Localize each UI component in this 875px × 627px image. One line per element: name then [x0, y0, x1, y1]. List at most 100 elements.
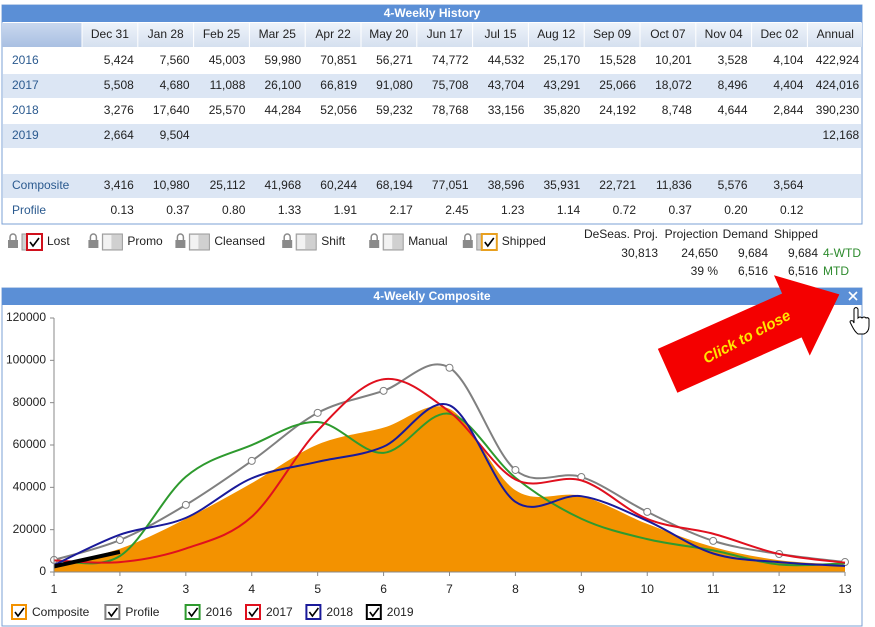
toggle-knob: [384, 235, 393, 249]
summary-cell: 24,650: [681, 246, 718, 260]
history-table: Dec 31 Jan 28 Feb 25 Mar 25 Apr 22 May 20 Jun …: [3, 23, 861, 217]
cell: 41,968: [264, 178, 301, 192]
marker: [709, 536, 718, 545]
x-tick-label: 2: [117, 582, 124, 596]
cell: 59,980: [264, 53, 301, 67]
lock-icon: [369, 240, 380, 248]
legend-box: [305, 604, 322, 620]
x-tick-label: 1: [51, 582, 58, 596]
legend-item[interactable]: Composite: [11, 604, 90, 620]
lock-shackle: [464, 233, 472, 240]
toggle-label: Shift: [321, 234, 346, 248]
lock-icon: [88, 240, 99, 248]
line: [53, 377, 846, 564]
column-header: Feb 25: [203, 27, 241, 41]
close-button[interactable]: [848, 291, 858, 301]
cell: 17,640: [153, 103, 190, 117]
legend-box: [184, 604, 201, 620]
cell: 77,051: [432, 178, 469, 192]
column-header: Dec 02: [760, 27, 798, 41]
toggle-knob: [297, 235, 306, 249]
legend-label: 2019: [387, 605, 414, 619]
cell: 422,924: [816, 53, 860, 67]
area: [54, 406, 845, 572]
cell: 25,570: [209, 103, 246, 117]
lock-shackle: [89, 233, 98, 240]
toggle[interactable]: Lost: [8, 233, 70, 251]
x-tick-label: 13: [838, 582, 852, 596]
toggle[interactable]: Shift: [282, 233, 346, 251]
summary-label: 4-WTD: [823, 246, 861, 260]
hand-cursor: [849, 307, 870, 335]
column-header: Jun 17: [427, 27, 463, 41]
cell: 25,066: [599, 78, 636, 92]
summary-cell: 6,516: [788, 264, 818, 278]
lock-icon: [462, 240, 473, 248]
toggle[interactable]: Manual: [369, 233, 448, 251]
legend-item[interactable]: Profile: [104, 604, 160, 620]
cell: 59,232: [376, 103, 413, 117]
cell: 0.80: [222, 203, 246, 217]
cell: 43,291: [543, 78, 580, 92]
x-tick-label: 9: [578, 582, 585, 596]
header-corner: [2, 23, 82, 47]
column-header: Jul 15: [484, 27, 516, 41]
toggle[interactable]: Promo: [88, 233, 163, 251]
row-label: 2019: [12, 128, 39, 142]
toggle-bar: Lost Promo Cleansed Shift Manual Shipped: [8, 233, 546, 251]
cell: 70,851: [320, 53, 357, 67]
x-tick-label: 3: [182, 582, 189, 596]
marker: [379, 386, 388, 395]
cell: 56,271: [376, 53, 413, 67]
cell: 43,704: [488, 78, 525, 92]
legend-box: [11, 604, 27, 620]
toggle-label: Shipped: [502, 234, 546, 248]
legend-item[interactable]: 2018: [305, 604, 353, 620]
y-tick-label: 40000: [13, 480, 47, 494]
cell: 390,230: [816, 103, 860, 117]
toggle[interactable]: Cleansed: [175, 233, 265, 251]
marker: [115, 536, 124, 545]
toggle-label: Manual: [408, 234, 447, 248]
toggle-knob: [190, 235, 199, 249]
summary-cell: 39 %: [691, 264, 719, 278]
cell: 5,576: [718, 178, 748, 192]
toggle-knob: [103, 235, 112, 249]
check-mark: [107, 607, 119, 618]
cell: 26,100: [264, 78, 301, 92]
cell: 0.37: [668, 203, 692, 217]
cell: 0.20: [724, 203, 748, 217]
cell: 9,504: [160, 128, 190, 142]
summary-header: Demand: [723, 227, 768, 241]
y-tick-label: 0: [39, 564, 46, 578]
legend-item[interactable]: 2017: [245, 604, 293, 620]
row-label: 2018: [12, 103, 39, 117]
cell: 2.45: [445, 203, 469, 217]
cell: 4,644: [718, 103, 748, 117]
legend-box: [104, 604, 121, 620]
legend-label: 2017: [266, 605, 293, 619]
marker: [643, 507, 652, 516]
legend-box: [245, 604, 261, 620]
y-tick-label: 80000: [13, 395, 47, 409]
cell: 66,819: [320, 78, 357, 92]
cell: 11,836: [656, 178, 692, 192]
cell: 4,404: [773, 78, 803, 92]
cell: 60,244: [320, 178, 357, 192]
legend-label: Composite: [32, 605, 90, 619]
cell: 2.17: [389, 203, 413, 217]
row-label: 2017: [12, 78, 39, 92]
legend-item[interactable]: 2016: [184, 604, 233, 620]
history-title: 4-Weekly History: [384, 6, 481, 20]
legend-item[interactable]: 2019: [365, 604, 414, 620]
toggle[interactable]: Shipped: [462, 233, 546, 251]
column-header: Aug 12: [537, 27, 575, 41]
legend-label: 2016: [206, 605, 233, 619]
cell: 25,112: [210, 178, 246, 192]
y-tick-label: 60000: [13, 437, 47, 451]
summary-header: DeSeas. Proj.: [584, 227, 658, 241]
x-tick-label: 7: [446, 582, 453, 596]
cell: 33,156: [488, 103, 525, 117]
x-tick-label: 11: [707, 582, 720, 596]
